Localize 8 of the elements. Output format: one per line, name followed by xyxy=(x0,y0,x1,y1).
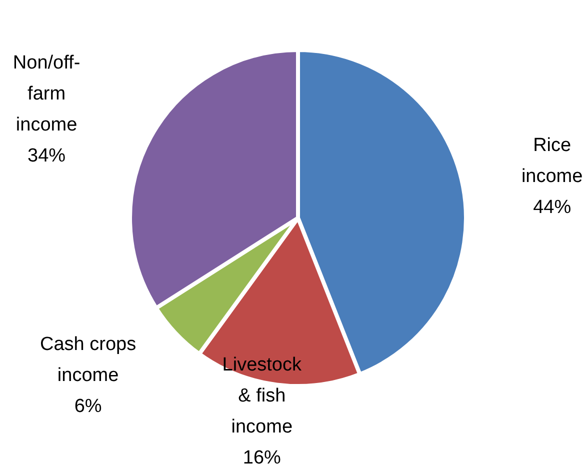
data-label: 34% xyxy=(28,145,66,166)
slice-label: Rice income xyxy=(521,135,583,188)
slice-label: Cash crops income xyxy=(40,334,136,386)
data-label: 16% xyxy=(242,447,282,468)
data-label: 6% xyxy=(74,396,102,417)
data-label: 44% xyxy=(533,197,572,218)
slice-label: Non/off-farm income xyxy=(12,52,80,136)
slice-label: Livestock & fish income xyxy=(222,354,302,438)
